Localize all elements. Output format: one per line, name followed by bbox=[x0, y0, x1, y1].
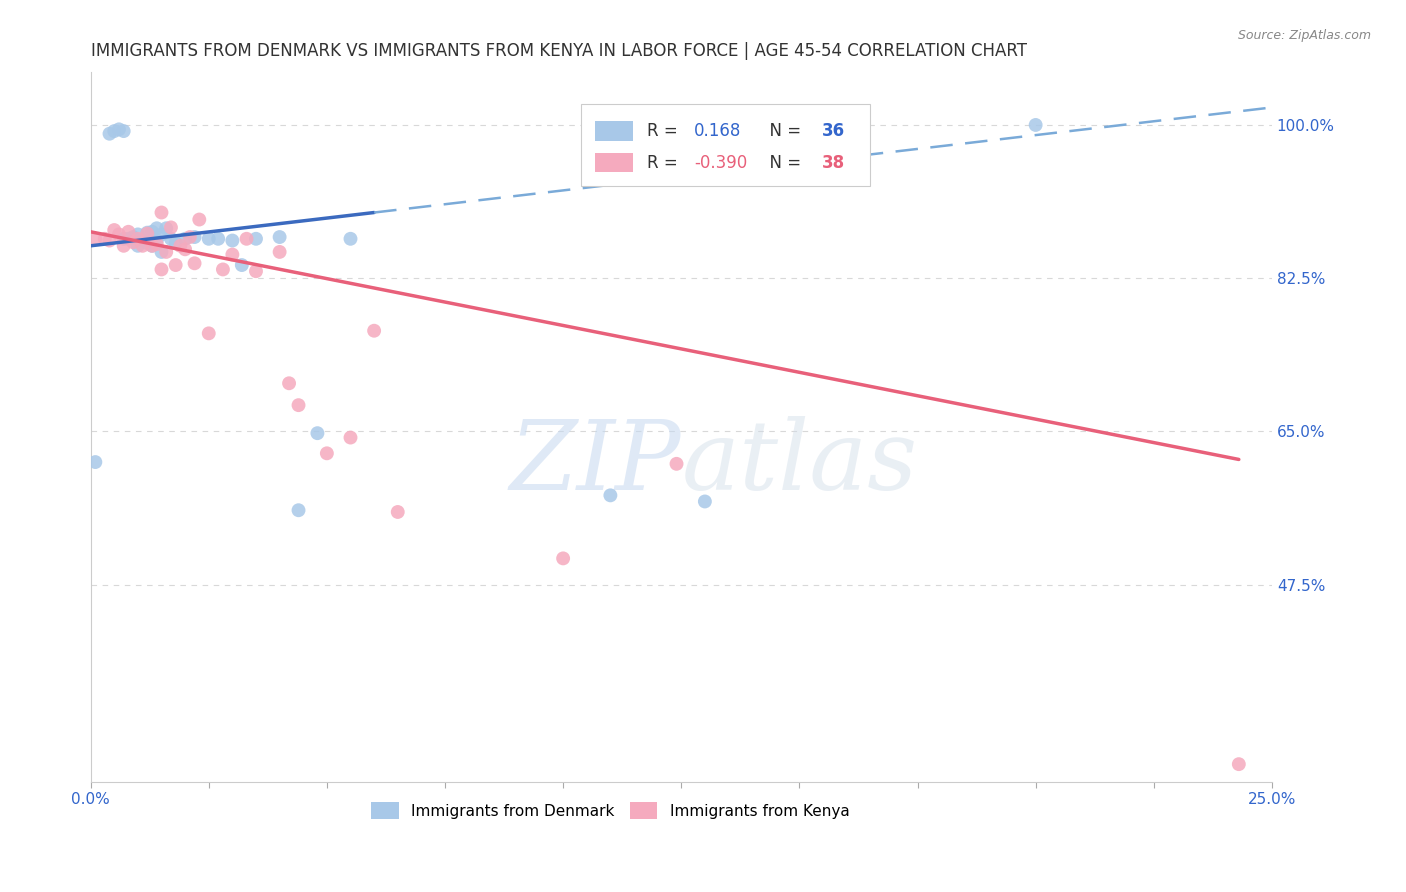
Point bbox=[112, 239, 135, 253]
Point bbox=[278, 376, 301, 391]
Point bbox=[207, 232, 229, 246]
Point bbox=[553, 551, 575, 566]
Point bbox=[269, 244, 291, 259]
Point bbox=[165, 258, 187, 272]
Text: R =: R = bbox=[647, 153, 683, 171]
Point bbox=[387, 505, 409, 519]
Point bbox=[287, 503, 309, 517]
Point bbox=[145, 234, 167, 248]
Point bbox=[160, 220, 183, 235]
Point bbox=[131, 234, 153, 248]
Point bbox=[117, 225, 139, 239]
Bar bbox=[595, 153, 633, 172]
Point bbox=[122, 230, 145, 244]
Point bbox=[127, 232, 149, 246]
Point bbox=[108, 122, 131, 136]
Point bbox=[112, 232, 135, 246]
Point bbox=[136, 227, 159, 241]
Point bbox=[1025, 118, 1047, 132]
Point bbox=[150, 244, 173, 259]
Point bbox=[141, 239, 163, 253]
Point bbox=[174, 232, 197, 246]
Point bbox=[287, 398, 309, 412]
Point bbox=[1227, 757, 1250, 772]
Point bbox=[103, 124, 125, 138]
Point bbox=[127, 227, 149, 242]
Point bbox=[231, 258, 253, 272]
Bar bbox=[595, 121, 633, 141]
Text: N =: N = bbox=[759, 122, 807, 140]
Point bbox=[127, 239, 149, 253]
Point bbox=[269, 230, 291, 244]
Point bbox=[108, 227, 131, 242]
Point bbox=[94, 232, 117, 246]
Point bbox=[363, 324, 385, 338]
Point bbox=[98, 127, 121, 141]
Point bbox=[136, 226, 159, 240]
Point bbox=[221, 234, 243, 248]
Text: 36: 36 bbox=[823, 122, 845, 140]
Text: 38: 38 bbox=[823, 153, 845, 171]
Point bbox=[174, 242, 197, 256]
Point bbox=[150, 262, 173, 277]
Point bbox=[245, 264, 267, 278]
Text: -0.390: -0.390 bbox=[695, 153, 748, 171]
Point bbox=[145, 237, 167, 252]
Text: IMMIGRANTS FROM DENMARK VS IMMIGRANTS FROM KENYA IN LABOR FORCE | AGE 45-54 CORR: IMMIGRANTS FROM DENMARK VS IMMIGRANTS FR… bbox=[90, 42, 1026, 60]
Point bbox=[122, 235, 145, 250]
Point bbox=[155, 244, 177, 259]
Point bbox=[145, 221, 167, 235]
Point bbox=[84, 232, 107, 246]
Legend: Immigrants from Denmark, Immigrants from Kenya: Immigrants from Denmark, Immigrants from… bbox=[366, 797, 855, 825]
Point bbox=[112, 124, 135, 138]
FancyBboxPatch shape bbox=[581, 104, 870, 186]
Point bbox=[141, 225, 163, 239]
Point bbox=[235, 232, 257, 246]
Point bbox=[136, 236, 159, 251]
Text: Source: ZipAtlas.com: Source: ZipAtlas.com bbox=[1237, 29, 1371, 42]
Text: 0.168: 0.168 bbox=[695, 122, 741, 140]
Text: ZIP: ZIP bbox=[510, 416, 682, 509]
Point bbox=[212, 262, 235, 277]
Point bbox=[165, 236, 187, 251]
Point bbox=[221, 247, 243, 261]
Point bbox=[160, 232, 183, 246]
Point bbox=[693, 494, 716, 508]
Point bbox=[245, 232, 267, 246]
Point bbox=[339, 431, 361, 445]
Text: atlas: atlas bbox=[682, 416, 917, 509]
Text: N =: N = bbox=[759, 153, 807, 171]
Point bbox=[339, 232, 361, 246]
Point bbox=[197, 232, 219, 246]
Point bbox=[131, 239, 153, 253]
Text: R =: R = bbox=[647, 122, 683, 140]
Point bbox=[307, 426, 329, 441]
Point bbox=[98, 234, 121, 248]
Point bbox=[665, 457, 688, 471]
Point bbox=[103, 223, 125, 237]
Point bbox=[117, 232, 139, 246]
Point bbox=[197, 326, 219, 341]
Point bbox=[183, 230, 205, 244]
Point bbox=[188, 212, 211, 227]
Point bbox=[155, 221, 177, 235]
Point bbox=[84, 455, 107, 469]
Point bbox=[150, 205, 173, 219]
Point bbox=[179, 230, 201, 244]
Point bbox=[141, 239, 163, 253]
Point bbox=[599, 488, 621, 502]
Point bbox=[169, 239, 191, 253]
Point bbox=[315, 446, 337, 460]
Point bbox=[183, 256, 205, 270]
Point bbox=[150, 227, 173, 242]
